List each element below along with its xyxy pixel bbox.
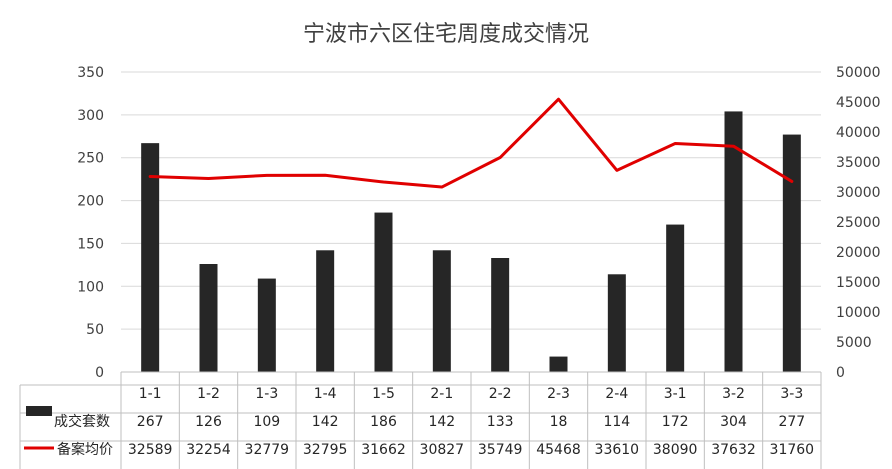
data-label-line: 32795 [303, 442, 348, 458]
y-axis-left-ticks: 0 50 100 150 200 250 300 350 [77, 65, 104, 381]
data-label-line: 31760 [770, 442, 815, 458]
y-tick-label: 100 [77, 279, 104, 295]
y2-tick-label: 25000 [836, 215, 881, 231]
x-tick-label: 1-4 [314, 386, 337, 402]
data-label-bar: 186 [370, 414, 397, 430]
data-label-bar: 267 [137, 414, 164, 430]
legend-label-bar: 成交套数 [54, 413, 110, 430]
data-label-bar: 304 [720, 414, 747, 430]
data-label-line: 30827 [420, 442, 465, 458]
data-label-bar: 133 [487, 414, 514, 430]
x-tick-label: 3-1 [664, 386, 687, 402]
data-label-bar: 18 [550, 414, 568, 430]
legend-swatch-bar [26, 406, 52, 416]
chart-title: 宁波市六区住宅周度成交情况 [303, 22, 589, 47]
bar [374, 212, 393, 372]
bar [141, 143, 160, 372]
data-label-line: 32254 [186, 442, 231, 458]
data-label-bar: 142 [428, 414, 455, 430]
y2-tick-label: 15000 [836, 275, 881, 291]
data-label-line: 33610 [595, 442, 640, 458]
data-label-bar: 142 [312, 414, 339, 430]
x-tick-label: 1-2 [197, 386, 220, 402]
x-tick-label: 1-3 [255, 386, 278, 402]
bar [724, 111, 743, 372]
data-label-line: 32589 [128, 442, 173, 458]
bar [549, 356, 568, 372]
bar [432, 250, 451, 372]
y-tick-label: 50 [86, 322, 104, 338]
x-tick-label: 2-1 [430, 386, 453, 402]
y-tick-label: 300 [77, 108, 104, 124]
data-label-bar: 114 [603, 414, 630, 430]
x-tick-label: 1-5 [372, 386, 395, 402]
line-series [148, 97, 794, 189]
bar [316, 250, 335, 372]
y2-tick-label: 0 [836, 365, 845, 381]
bar [782, 134, 801, 372]
gridlines [121, 71, 821, 330]
data-label-line: 37632 [711, 442, 756, 458]
y2-tick-label: 10000 [836, 305, 881, 321]
bar [666, 224, 685, 372]
data-label-line: 38090 [653, 442, 698, 458]
bar [257, 278, 276, 372]
data-label-line: 35749 [478, 442, 523, 458]
y-tick-label: 250 [77, 151, 104, 167]
y-tick-label: 0 [95, 365, 104, 381]
x-tick-label: 3-3 [780, 386, 803, 402]
line-path [148, 97, 794, 189]
bar-series [141, 111, 801, 372]
y-tick-label: 350 [77, 65, 104, 81]
bar [199, 264, 218, 372]
y2-tick-label: 35000 [836, 155, 881, 171]
data-label-bar: 277 [778, 414, 805, 430]
x-tick-label: 2-2 [489, 386, 512, 402]
y-axis-right-ticks: 0 5000 10000 15000 20000 25000 30000 35000 40000… [836, 65, 881, 381]
data-label-bar: 172 [662, 414, 689, 430]
data-label-line: 31662 [361, 442, 406, 458]
y2-tick-label: 40000 [836, 125, 881, 141]
y2-tick-label: 20000 [836, 245, 881, 261]
y-tick-label: 200 [77, 194, 104, 210]
y2-tick-label: 5000 [836, 335, 872, 351]
data-table: 1-1 1-2 1-3 1-4 1-5 2-1 2-2 2-3 2-4 3-1 3-2 3-3 成交套数… [19, 371, 822, 469]
bar [491, 258, 510, 372]
y-tick-label: 150 [77, 236, 104, 252]
x-tick-label: 1-1 [139, 386, 162, 402]
bar [607, 274, 626, 372]
y2-tick-label: 45000 [836, 95, 881, 111]
x-tick-label: 3-2 [722, 386, 745, 402]
data-label-bar: 109 [253, 414, 280, 430]
x-tick-label: 2-3 [547, 386, 570, 402]
data-label-line: 32779 [245, 442, 290, 458]
data-label-line: 45468 [536, 442, 581, 458]
y2-tick-label: 30000 [836, 185, 881, 201]
x-tick-label: 2-4 [605, 386, 628, 402]
legend-label-line: 备案均价 [57, 441, 113, 458]
data-label-bar: 126 [195, 414, 222, 430]
y2-tick-label: 50000 [836, 65, 881, 81]
